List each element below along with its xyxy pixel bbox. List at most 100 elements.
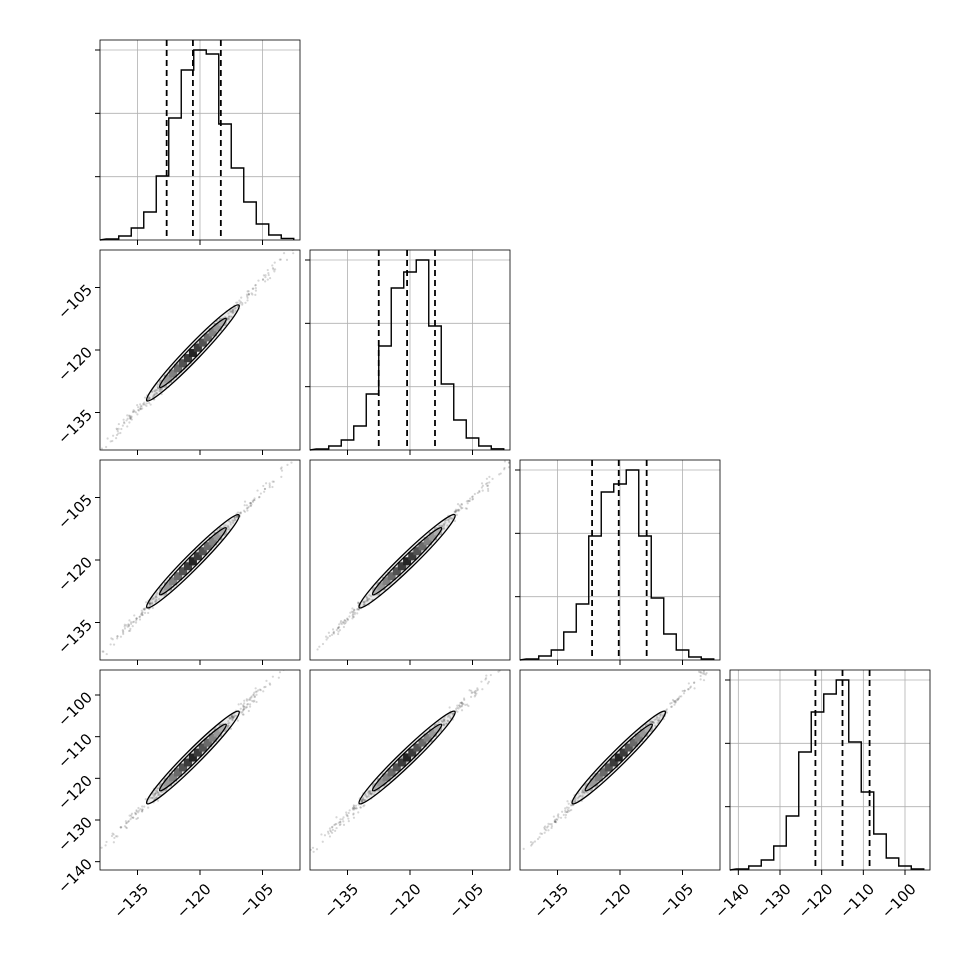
scatter-point [699, 674, 702, 678]
scatter-point [443, 523, 446, 526]
scatter-point [724, 648, 726, 650]
density-cell [372, 783, 381, 792]
scatter-point [254, 284, 257, 287]
scatter-point [154, 595, 157, 598]
scatter-point [310, 848, 312, 851]
scatter-point [123, 825, 127, 828]
density-cell [408, 552, 417, 561]
scatter-point [345, 811, 348, 814]
scatter-points [316, 460, 510, 651]
scatter-point [545, 826, 549, 829]
scatter-point [156, 383, 159, 386]
scatter-points [100, 666, 285, 849]
scatter-point [242, 713, 245, 716]
scatter-point [152, 598, 155, 601]
x-tick-label: −110 [836, 880, 878, 922]
scatter-point [112, 643, 116, 646]
scatter-point [675, 699, 678, 702]
scatter-point [583, 792, 586, 795]
scatter-point [236, 511, 240, 514]
scatter-point [138, 809, 141, 812]
scatter-point [368, 790, 371, 793]
scatter-point [363, 600, 366, 603]
scatter-point [254, 293, 257, 297]
scatter-point [536, 837, 540, 841]
scatter-point [97, 452, 99, 454]
scatter-point [279, 258, 282, 261]
scatter-point [361, 800, 364, 803]
scatter-point [579, 794, 582, 797]
scatter-point [689, 686, 692, 689]
density-cell [423, 733, 432, 742]
contour-inner [584, 723, 653, 792]
scatter-point [315, 848, 319, 851]
scatter-point [237, 703, 240, 706]
density-cell [377, 778, 386, 787]
scatter-point [366, 599, 369, 602]
scatter-point [252, 694, 255, 697]
x-tick-label: −135 [110, 880, 152, 922]
scatter-point [283, 666, 285, 668]
scatter-point [242, 705, 245, 708]
scatter-point [443, 720, 446, 723]
scatter-point [268, 682, 271, 685]
scatter-point [564, 809, 567, 812]
scatter-point [337, 632, 340, 636]
scatter-point [441, 724, 445, 727]
scatter-point [371, 791, 374, 795]
scatter-point [359, 806, 362, 809]
scatter-point [665, 708, 669, 711]
scatter-point [352, 804, 355, 807]
scatter-point [353, 808, 356, 811]
scatter-point [325, 638, 328, 641]
scatter-point [247, 698, 251, 701]
scatter-point [132, 816, 135, 819]
scatter-point [683, 689, 686, 692]
scatter-point [522, 847, 525, 850]
scatter-point [157, 597, 161, 601]
scatter-point [238, 299, 241, 302]
scatter-point [687, 682, 690, 685]
scatter-point [339, 620, 343, 623]
scatter-point [235, 301, 238, 304]
scatter-point [498, 473, 501, 476]
scatter-point [243, 699, 246, 702]
scatter-point [362, 798, 365, 801]
scatter-point [689, 685, 693, 688]
scatter-point [327, 832, 330, 835]
scatter-point [240, 296, 243, 299]
scatter-point [223, 525, 226, 528]
scatter-point [127, 629, 131, 633]
scatter-point [352, 808, 355, 811]
scatter-point [305, 851, 307, 853]
scatter-point [139, 403, 142, 406]
scatter-point [352, 816, 356, 819]
scatter-point [478, 490, 481, 494]
scatter-point [230, 715, 234, 718]
scatter-point [145, 601, 148, 604]
scatter-point [254, 690, 257, 693]
scatter-point [130, 812, 134, 815]
scatter-point [446, 719, 450, 722]
scatter-point [448, 706, 451, 709]
scatter-point [557, 813, 560, 816]
scatter-point [703, 672, 706, 676]
scatter-point [228, 528, 231, 531]
scatter-point [150, 796, 154, 800]
scatter-point [152, 795, 155, 798]
scatter-point [564, 807, 567, 810]
scatter-point [449, 716, 452, 719]
scatter-point [231, 717, 234, 720]
scatter-point [141, 611, 144, 614]
scatter-point [246, 290, 249, 293]
scatter-point [154, 600, 157, 603]
scatter-point [339, 820, 342, 824]
scatter-point [155, 598, 158, 601]
scatter-point [224, 524, 227, 527]
scatter-point [159, 387, 162, 390]
scatter-point [547, 822, 550, 825]
scatter-point [655, 715, 658, 718]
scatter-point [128, 814, 131, 817]
scatter-point [665, 709, 668, 712]
scatter-point [141, 808, 144, 811]
